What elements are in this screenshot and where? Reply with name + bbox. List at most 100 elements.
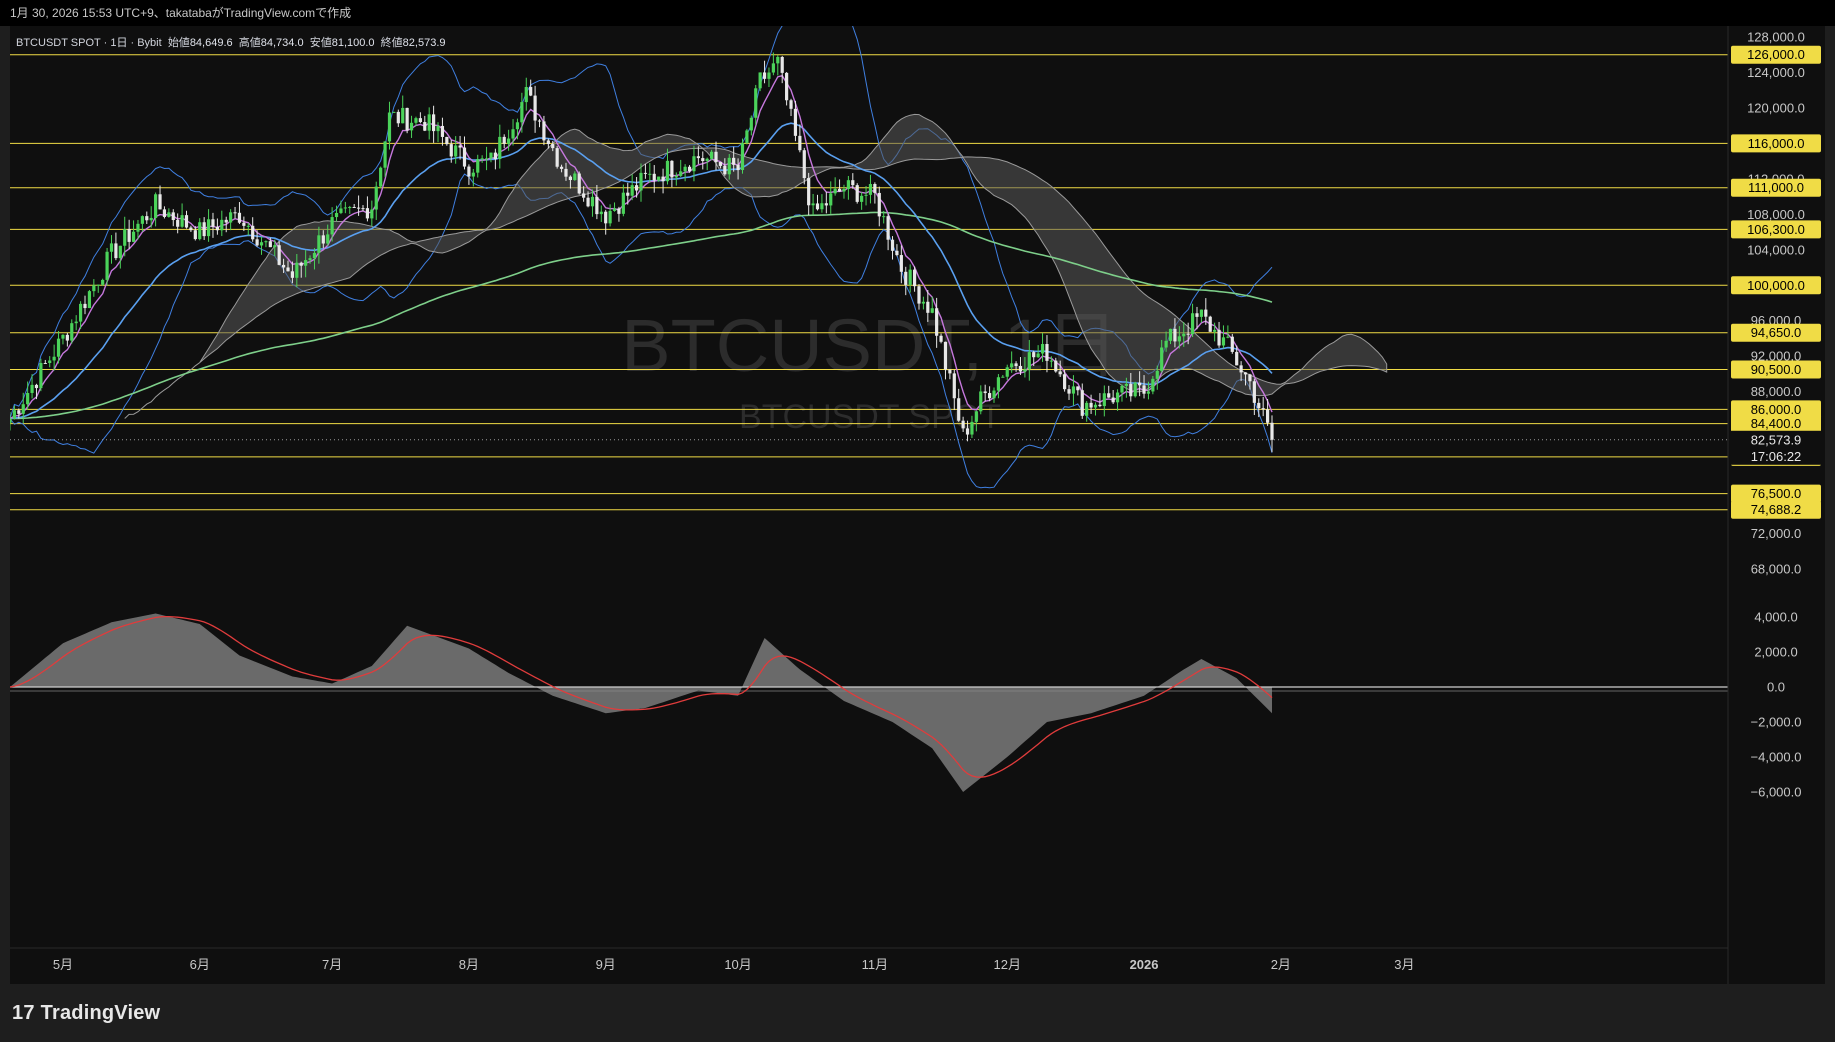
candle-body [1010, 363, 1014, 368]
candle-body [1230, 336, 1234, 352]
candle-body [206, 219, 211, 237]
candle-body [1005, 367, 1009, 377]
candle-body [793, 108, 798, 136]
legend-symbol: BTCUSDT SPOT · 1日 · Bybit [16, 37, 162, 49]
candle-body [899, 255, 903, 272]
candle-body [524, 87, 528, 103]
chart-svg[interactable]: BTCUSDT, 1日 BTCUSDT SPOT 128,000.0 124,00… [8, 0, 1825, 984]
level-badge-0 [1731, 45, 1821, 64]
candle-body [1239, 365, 1243, 373]
tradingview-logo[interactable]: 17 TradingView [12, 1002, 160, 1025]
candle-body [462, 147, 467, 167]
candle-body [820, 203, 824, 210]
candle-body [595, 196, 599, 215]
candle-body [1058, 371, 1062, 375]
candle-body [114, 243, 118, 259]
legend-close: 82,573.9 [402, 37, 446, 49]
candle-body [458, 145, 462, 148]
candle-body [617, 208, 621, 214]
candle-body [8, 418, 12, 423]
candle-body [321, 235, 325, 244]
candle-body [440, 125, 445, 137]
candle-body [926, 301, 930, 313]
header-caption: 1月 30, 2026 15:53 UTC+9、takatabaがTrading… [0, 0, 1835, 26]
candle-body [237, 212, 242, 223]
candle-body [1107, 393, 1111, 398]
candle-body [634, 185, 639, 191]
level-badge-2 [1731, 178, 1821, 197]
time-tick-0: 5月 [53, 957, 73, 972]
candle-body [1027, 352, 1031, 370]
candle-body [96, 284, 100, 286]
candle-body [34, 384, 39, 389]
candle-body [193, 230, 197, 240]
candle-body [798, 135, 802, 151]
candle-body [573, 173, 577, 181]
chart-frame[interactable]: BTCUSDT, 1日 BTCUSDT SPOT 128,000.0 124,00… [8, 0, 1825, 984]
candle-body [255, 239, 259, 246]
candle-body [983, 391, 987, 394]
candle-body [21, 404, 25, 414]
ma-long-line [9, 211, 1273, 420]
candle-body [1195, 313, 1199, 317]
candle-body [273, 245, 277, 248]
candle-body [1080, 390, 1084, 416]
candle-body [652, 173, 656, 181]
level-badge-label-10: 76,500.0 [1751, 486, 1802, 501]
candle-body [740, 142, 745, 171]
candle-body [785, 72, 789, 101]
price-tick-2: 120,000.0 [1747, 100, 1805, 115]
candlesticks[interactable] [8, 52, 1274, 453]
candle-body [149, 217, 153, 221]
price-tick-1: 124,000.0 [1747, 65, 1805, 80]
candle-body [436, 125, 440, 132]
level-badge-label-8: 84,400.0 [1751, 416, 1802, 431]
candle-body [948, 369, 952, 374]
candle-body [590, 196, 595, 207]
legend-high-label: 高値 [238, 37, 261, 49]
candle-body [882, 216, 886, 218]
time-axis[interactable]: 5月 6月 7月 8月 9月 10月 11月 12月 2026 2月 3月 [53, 957, 1415, 972]
candle-body [123, 229, 127, 246]
watermark-symbol: BTCUSDT, 1日 [621, 304, 1119, 387]
candle-body [824, 203, 828, 206]
candle-body [912, 269, 917, 287]
countdown-label: 17:06:22 [1751, 449, 1802, 464]
level-badge-1 [1731, 134, 1821, 153]
time-tick-6: 11月 [862, 957, 889, 972]
candle-body [1235, 351, 1239, 366]
osc-tick-4: −4,000.0 [1751, 750, 1802, 765]
candle-body [1177, 336, 1181, 342]
candle-body [432, 114, 436, 132]
candle-body [873, 184, 877, 193]
candle-body [251, 225, 255, 240]
candle-body [1115, 392, 1120, 403]
candle-body [767, 72, 771, 79]
candle-body [837, 188, 842, 192]
candle-body [383, 141, 387, 168]
candle-body [308, 258, 312, 261]
bb-lower [9, 173, 1273, 489]
candle-body [374, 186, 378, 210]
candle-body [30, 384, 34, 393]
oscillator-pane [9, 613, 1728, 792]
candle-body [692, 156, 696, 172]
candle-body [917, 286, 921, 304]
candle-body [987, 393, 992, 399]
candle-body [17, 410, 21, 414]
candle-body [489, 152, 493, 159]
candle-body [405, 107, 409, 131]
candle-body [965, 428, 970, 435]
candle-body [304, 260, 308, 266]
candle-body [511, 129, 515, 139]
candle-body [1151, 378, 1155, 392]
candle-body [1001, 376, 1005, 378]
oscillator-signal-line [9, 615, 1273, 778]
candle-body [908, 269, 912, 285]
price-tick-10: 88,000.0 [1751, 384, 1802, 399]
candle-body [467, 166, 471, 177]
candle-body [842, 189, 846, 192]
candle-body [1045, 344, 1049, 361]
candle-body [392, 111, 396, 113]
candle-body [1204, 309, 1208, 317]
